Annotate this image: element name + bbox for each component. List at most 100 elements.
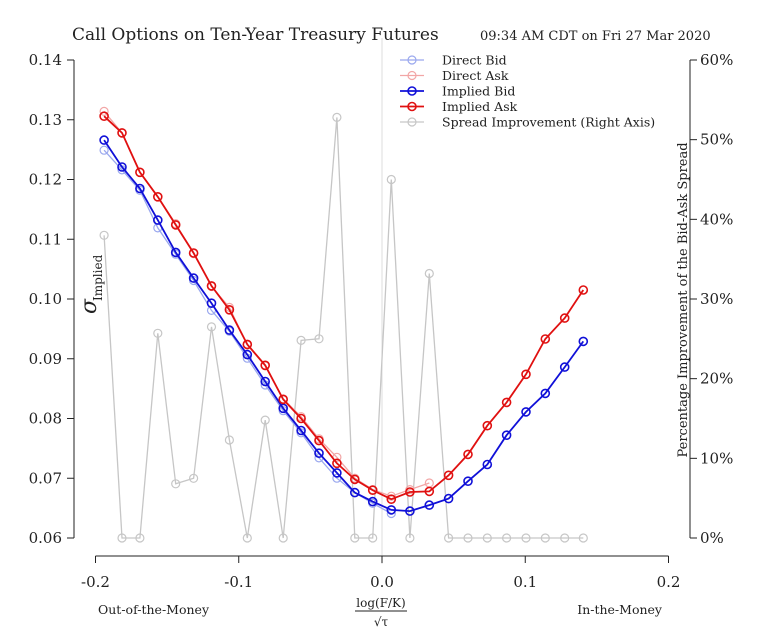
chart-timestamp: 09:34 AM CDT on Fri 27 Mar 2020 (480, 29, 711, 44)
legend-label-implied-ask: Implied Ask (442, 99, 518, 114)
implied-ask-point (521, 369, 531, 380)
implied-bid-point (206, 298, 217, 309)
series-layer (99, 106, 589, 543)
spread-improvement-right-axis-point (242, 533, 252, 543)
right-axis-tick-label: 30% (700, 290, 733, 308)
spread-improvement-right-axis-point (424, 268, 434, 279)
implied-bid-point (578, 336, 589, 347)
implied-bid-point (99, 135, 109, 145)
implied-bid-point (224, 325, 235, 335)
y-axis-label-symbol: σ (77, 298, 102, 314)
x-caption-right: In-the-Money (577, 602, 663, 617)
chart-title: Call Options on Ten-Year Treasury Future… (72, 25, 439, 45)
implied-bid-point (349, 487, 360, 498)
implied-ask-point (332, 458, 342, 469)
implied-bid-point (260, 376, 271, 387)
x-axis-tick-label: 0.0 (370, 573, 394, 591)
spread-improvement-right-axis-point (314, 334, 324, 344)
y2-axis-label: Percentage Improvement of the Bid-Ask Sp… (676, 142, 691, 457)
y-axis-label-subscript: Implied (91, 254, 105, 301)
x-axis-tick-label: -0.2 (81, 573, 110, 591)
spread-improvement-right-axis-point (444, 533, 454, 543)
implied-ask-point (170, 220, 181, 230)
spread-improvement-right-axis-point (260, 415, 270, 425)
implied-ask-point (224, 304, 235, 315)
implied-bid-point (559, 362, 570, 372)
left-axis-tick-label: 0.10 (29, 290, 62, 308)
x-axis-tick-label: 0.2 (657, 573, 681, 591)
implied-ask-point (135, 167, 145, 178)
x-axis-label-denominator: √τ (374, 615, 389, 629)
implied-ask-point (482, 420, 493, 431)
spread-improvement-right-axis-point (171, 479, 181, 489)
implied-bid-point (117, 162, 127, 172)
implied-bid-point (405, 506, 415, 516)
right-axis-tick-label: 60% (700, 51, 733, 69)
spread-improvement-right-axis-point (463, 533, 473, 543)
right-axis-tick-label: 0% (700, 529, 724, 547)
legend-label-direct-bid: Direct Bid (442, 53, 507, 68)
implied-bid-point (314, 448, 324, 459)
spread-improvement-right-axis-point (560, 533, 570, 543)
implied-ask-point (188, 248, 199, 258)
implied-ask-point (578, 285, 589, 295)
spread-improvement-right-axis-point (206, 322, 217, 332)
implied-ask-point (153, 192, 163, 202)
direct-ask-point (386, 491, 396, 501)
implied-bid-point (521, 407, 531, 417)
implied-ask-point (242, 339, 253, 350)
implied-bid-point (188, 273, 199, 283)
implied-ask-point (99, 111, 109, 121)
right-axis-tick-label: 20% (700, 370, 733, 388)
spread-improvement-right-axis-point (405, 533, 415, 543)
left-axis-tick-label: 0.14 (29, 51, 62, 69)
implied-ask-point (260, 360, 271, 371)
legend-label-spread-improvement-right-axis: Spread Improvement (Right Axis) (442, 115, 655, 130)
x-caption-left: Out-of-the-Money (98, 602, 210, 617)
spread-improvement-right-axis-point (117, 533, 127, 543)
implied-ask-point (278, 394, 289, 405)
implied-ask-point (206, 281, 217, 291)
implied-bid-point (501, 430, 512, 441)
right-axis-tick-label: 40% (700, 210, 733, 228)
implied-bid-point (424, 500, 435, 510)
spread-improvement-right-axis-line (103, 117, 584, 539)
legend-swatch-marker-implied-bid (407, 86, 417, 96)
spread-improvement-right-axis-point (135, 533, 145, 543)
legend-swatch-marker-direct-ask (407, 70, 417, 81)
implied-bid-point (463, 476, 473, 487)
left-axis-tick-label: 0.07 (29, 469, 62, 487)
x-axis-tick-label: -0.1 (224, 573, 253, 591)
left-axis-tick-label: 0.11 (29, 230, 62, 248)
legend-swatch-marker-spread-improvement-right-axis (407, 117, 417, 127)
y-axis-label: σ Implied (77, 254, 105, 314)
left-axis-tick-label: 0.13 (29, 111, 62, 129)
axes: 0.060.070.080.090.100.110.120.130.140%10… (29, 38, 733, 591)
direct-ask-point (99, 106, 109, 117)
implied-bid-point (170, 247, 181, 258)
implied-bid-line (103, 139, 585, 513)
implied-ask-point (349, 474, 360, 485)
implied-bid-point (540, 388, 551, 399)
implied-bid-point (443, 493, 454, 504)
implied-ask-point (443, 470, 454, 481)
x-axis-label: log(F/K) √τ (355, 596, 407, 629)
implied-bid-point (367, 496, 378, 507)
implied-ask-point (314, 435, 324, 446)
implied-ask-point (405, 487, 415, 497)
left-axis-tick-label: 0.09 (29, 350, 62, 368)
implied-ask-point (386, 494, 397, 505)
spread-improvement-right-axis-point (189, 473, 199, 483)
direct-ask-line (103, 110, 430, 497)
implied-bid-point (135, 183, 145, 194)
implied-bid-point (242, 349, 253, 360)
implied-bid-point (278, 403, 289, 414)
implied-bid-point (153, 215, 163, 225)
spread-improvement-right-axis-point (368, 533, 378, 543)
spread-improvement-right-axis-point (153, 328, 163, 338)
spread-improvement-right-axis-point (521, 533, 531, 543)
implied-bid-point (482, 459, 493, 470)
legend-label-implied-bid: Implied Bid (442, 84, 515, 99)
spread-improvement-right-axis-point (502, 533, 512, 543)
